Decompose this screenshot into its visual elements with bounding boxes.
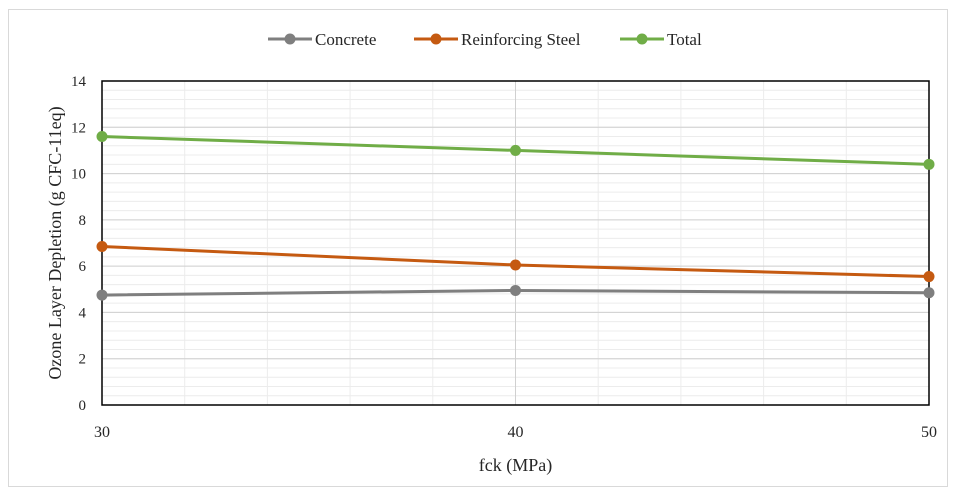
legend-item-concrete: Concrete	[268, 30, 376, 49]
y-tick-label: 10	[71, 167, 86, 183]
legend-label: Total	[667, 30, 702, 49]
legend: Concrete Reinforcing Steel Total	[268, 30, 702, 49]
data-point-reinforcing-steel	[510, 259, 521, 271]
series-points	[96, 131, 935, 301]
y-tick-label: 2	[79, 352, 87, 368]
y-tick-label: 0	[79, 398, 87, 414]
data-point-concrete	[510, 284, 521, 296]
x-tick-label: 40	[508, 424, 524, 441]
data-point-concrete	[923, 287, 935, 299]
legend-item-reinforcing-steel: Reinforcing Steel	[414, 30, 581, 49]
y-tick-label: 8	[79, 213, 87, 229]
x-tick-label: 50	[921, 424, 937, 441]
data-point-total	[923, 158, 935, 170]
y-axis-label: Ozone Layer Depletion (g CFC-11eq)	[45, 106, 66, 379]
x-axis-ticks: 30 40 50	[94, 424, 937, 441]
major-gridlines	[101, 80, 930, 406]
data-point-reinforcing-steel	[96, 240, 108, 252]
data-point-total	[96, 131, 108, 143]
x-axis-label: fck (MPa)	[479, 455, 552, 476]
data-point-concrete	[96, 289, 108, 301]
legend-marker-swatch	[284, 33, 296, 45]
x-tick-label: 30	[94, 424, 110, 441]
y-tick-label: 14	[71, 74, 87, 90]
y-tick-label: 4	[79, 305, 87, 321]
data-point-total	[510, 144, 521, 156]
data-point-reinforcing-steel	[923, 271, 935, 283]
legend-marker-swatch	[636, 33, 648, 45]
y-tick-label: 6	[79, 259, 87, 275]
y-axis-ticks: 0 2 4 6 8 10 12 14	[71, 74, 87, 414]
legend-marker-swatch	[430, 33, 442, 45]
legend-label: Reinforcing Steel	[461, 30, 581, 49]
y-tick-label: 12	[71, 120, 86, 136]
legend-item-total: Total	[620, 30, 702, 49]
legend-label: Concrete	[315, 30, 376, 49]
